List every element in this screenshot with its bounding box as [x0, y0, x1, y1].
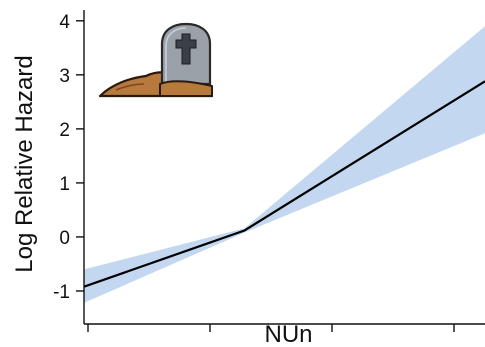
gravestone-icon [98, 22, 214, 98]
y-tick-label: 2 [59, 120, 70, 141]
y-tick-label: 1 [59, 174, 70, 195]
x-ticks [87, 324, 455, 332]
y-tick-label: 3 [59, 66, 70, 87]
y-axis-title: Log Relative Hazard [11, 55, 38, 272]
y-ticks: -1 0 1 2 3 4 [53, 12, 84, 303]
confidence-band [84, 26, 485, 303]
fit-line [83, 80, 485, 288]
x-axis-title: NUn [264, 321, 312, 347]
y-tick-label: 4 [59, 12, 70, 33]
y-tick-label: 0 [59, 228, 70, 249]
y-tick-label: -1 [53, 282, 70, 303]
